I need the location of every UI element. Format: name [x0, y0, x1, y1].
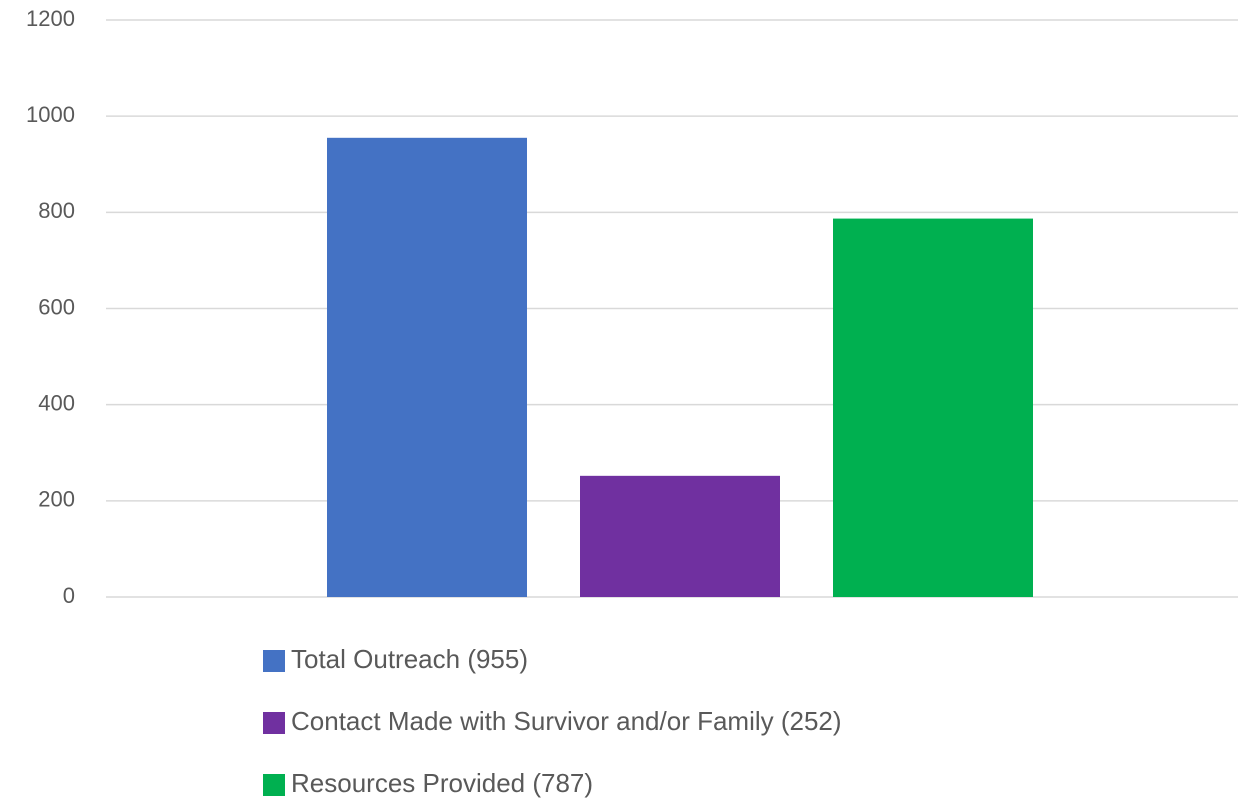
y-tick-label: 1000 [26, 102, 75, 127]
bar [327, 137, 527, 597]
bar [580, 475, 780, 597]
bar [833, 218, 1033, 597]
y-tick-label: 0 [63, 583, 75, 608]
y-tick-label: 200 [38, 487, 75, 512]
legend-label: Resources Provided (787) [291, 768, 593, 798]
legend-label: Contact Made with Survivor and/or Family… [291, 706, 842, 736]
y-tick-label: 800 [38, 198, 75, 223]
y-tick-label: 1200 [26, 6, 75, 31]
legend-swatch [263, 712, 285, 734]
legend-swatch [263, 774, 285, 796]
legend-swatch [263, 650, 285, 672]
y-tick-label: 400 [38, 390, 75, 415]
legend-label: Total Outreach (955) [291, 644, 528, 674]
y-tick-label: 600 [38, 294, 75, 319]
